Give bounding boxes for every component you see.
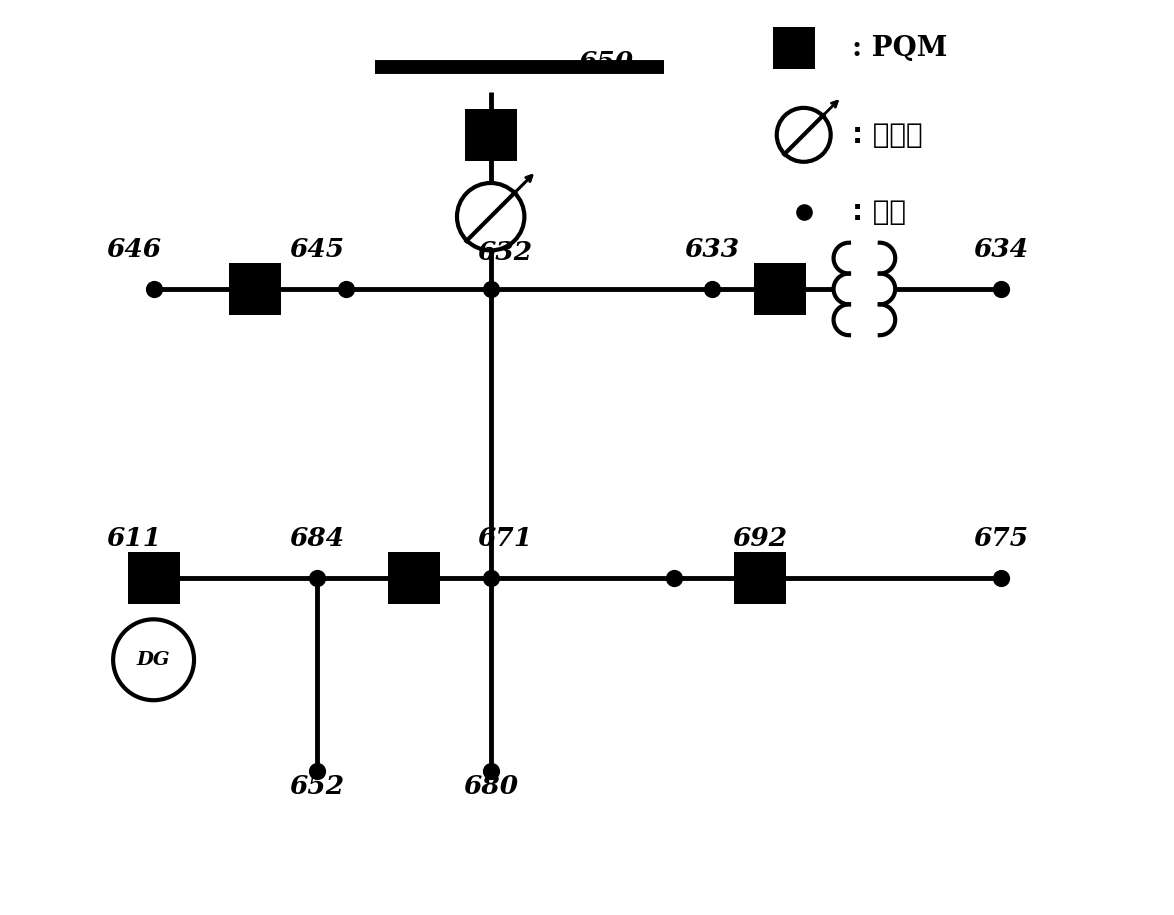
Text: 680: 680 [463,774,518,800]
Point [481,763,500,778]
Point [992,282,1011,296]
Point [308,763,326,778]
Point [992,571,1011,586]
Text: 671: 671 [478,526,533,551]
Point [144,571,163,586]
Text: 632: 632 [478,240,533,264]
Text: 692: 692 [733,526,788,551]
Point [664,571,683,586]
Circle shape [777,108,831,162]
Text: 645: 645 [290,237,345,262]
Text: : 调压器: : 调压器 [852,121,923,149]
Text: : 母线: : 母线 [852,198,906,226]
Point [703,282,722,296]
Circle shape [457,183,525,251]
Bar [229,263,281,315]
Point [481,571,500,586]
Text: : PQM: : PQM [852,35,947,61]
Text: 675: 675 [973,526,1028,551]
Text: 634: 634 [973,237,1028,262]
Point [337,282,356,296]
Text: 650: 650 [579,50,634,75]
Text: 684: 684 [290,526,345,551]
Circle shape [113,619,194,700]
Point [144,282,163,296]
Bar [735,552,787,604]
Text: DG: DG [137,651,170,669]
Text: 611: 611 [107,526,162,551]
Point [795,205,814,220]
Point [481,282,500,296]
Bar [465,109,517,161]
Text: 633: 633 [684,237,740,262]
Bar [772,27,815,70]
Text: 652: 652 [290,774,345,800]
Text: 646: 646 [107,237,162,262]
Bar [128,552,180,604]
Bar [387,552,439,604]
Bar [754,263,805,315]
Point [308,571,326,586]
